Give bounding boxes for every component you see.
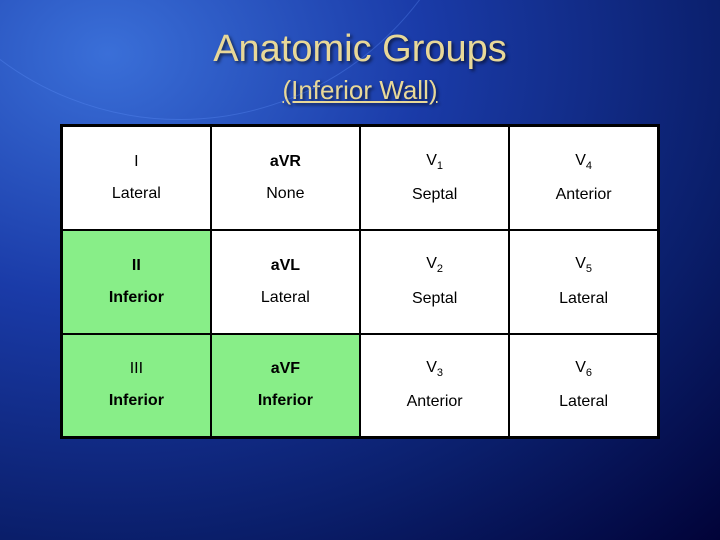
lead-subscript: 4 [586, 160, 592, 172]
lead-label: V1 [365, 152, 504, 172]
ecg-anatomic-table: I Lateral aVR None V1 Septal V4 Anterior II Infer… [60, 124, 660, 439]
region-label: Inferior [67, 392, 206, 410]
lead-label: V6 [514, 359, 653, 379]
ecg-table-container: I Lateral aVR None V1 Septal V4 Anterior II Infer… [60, 124, 660, 439]
table-cell: III Inferior [62, 334, 211, 438]
region-label: None [216, 185, 355, 203]
table-cell: I Lateral [62, 126, 211, 230]
table-cell: V1 Septal [360, 126, 509, 230]
region-label: Lateral [216, 289, 355, 307]
lead-label: aVL [216, 257, 355, 275]
lead-subscript: 6 [586, 367, 592, 379]
region-label: Lateral [67, 185, 206, 203]
lead-label: V3 [365, 359, 504, 379]
table-cell: V4 Anterior [509, 126, 658, 230]
region-label: Inferior [67, 289, 206, 307]
lead-label: V2 [365, 255, 504, 275]
lead-subscript: 1 [437, 160, 443, 172]
table-row: I Lateral aVR None V1 Septal V4 Anterior [62, 126, 659, 230]
table-row: III Inferior aVF Inferior V3 Anterior V6 Latera… [62, 334, 659, 438]
region-label: Septal [365, 186, 504, 204]
lead-label: aVR [216, 153, 355, 171]
lead-label: I [67, 153, 206, 171]
table-cell: II Inferior [62, 230, 211, 334]
region-label: Inferior [216, 392, 355, 410]
table-cell: V5 Lateral [509, 230, 658, 334]
table-cell: aVL Lateral [211, 230, 360, 334]
lead-label: II [67, 257, 206, 275]
table-cell: V2 Septal [360, 230, 509, 334]
lead-subscript: 2 [437, 264, 443, 276]
region-label: Anterior [514, 186, 653, 204]
region-label: Lateral [514, 290, 653, 308]
region-label: Anterior [365, 393, 504, 411]
region-label: Septal [365, 290, 504, 308]
region-label: Lateral [514, 393, 653, 411]
table-cell: V6 Lateral [509, 334, 658, 438]
lead-label: V5 [514, 255, 653, 275]
table-row: II Inferior aVL Lateral V2 Septal V5 Lateral [62, 230, 659, 334]
table-cell: aVF Inferior [211, 334, 360, 438]
lead-subscript: 3 [437, 367, 443, 379]
table-cell: aVR None [211, 126, 360, 230]
table-body: I Lateral aVR None V1 Septal V4 Anterior II Infer… [62, 126, 659, 438]
lead-label: aVF [216, 360, 355, 378]
lead-subscript: 5 [586, 264, 592, 276]
lead-label: III [67, 360, 206, 378]
lead-label: V4 [514, 152, 653, 172]
table-cell: V3 Anterior [360, 334, 509, 438]
